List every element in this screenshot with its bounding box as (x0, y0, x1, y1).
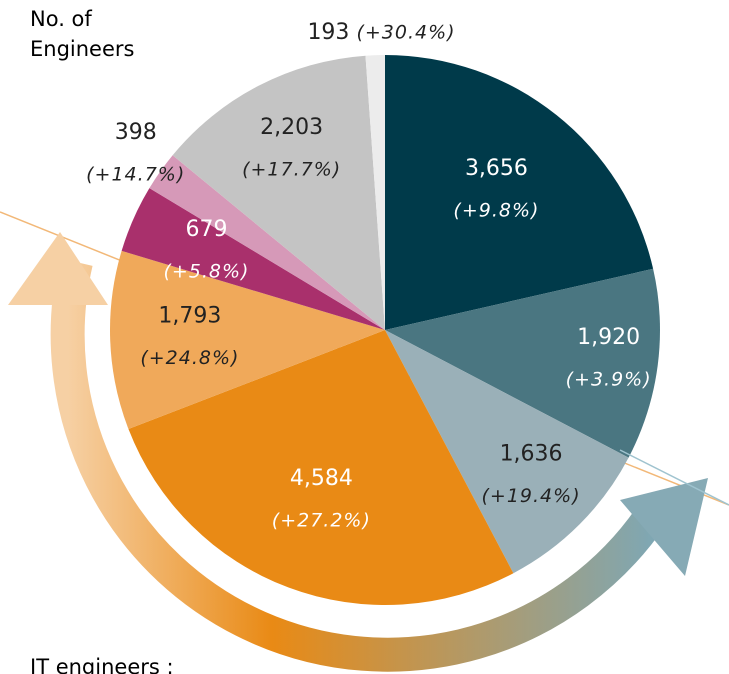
value-label: 1,920 (577, 325, 640, 350)
growth-label: (+19.4%) (482, 485, 581, 507)
arrow-head-left (8, 232, 108, 305)
growth-label: (+5.8%) (163, 260, 249, 282)
growth-label: (+17.7%) (242, 159, 341, 181)
pie-slice (128, 330, 514, 605)
value-label: 679 (185, 217, 227, 242)
pie-slice (121, 188, 386, 330)
pie-slice (385, 330, 629, 574)
pie-slice (109, 250, 385, 430)
chart-title: No. of Engineers (30, 7, 134, 61)
growth-label: (+9.8%) (453, 200, 539, 222)
value-label: 4,584 (290, 466, 353, 491)
growth-label: (+14.7%) (86, 163, 185, 185)
value-label: 1,793 (158, 303, 221, 328)
growth-label: (+30.4%) (356, 22, 455, 44)
value-label: 193 (307, 20, 349, 45)
arrow-head-right (620, 478, 708, 576)
value-label: 398 (115, 120, 157, 145)
pie-slice (365, 55, 385, 330)
growth-label: (+24.8%) (140, 347, 239, 369)
pie-slice (172, 55, 385, 331)
pie-slice (149, 155, 385, 330)
growth-label: (+27.2%) (272, 509, 371, 531)
pie-slice (385, 268, 660, 458)
divider-line (619, 449, 729, 506)
growth-label: (+3.9%) (566, 369, 652, 391)
pie-slice (385, 55, 654, 330)
footer-text: IT engineers : (30, 655, 174, 674)
value-label: 3,656 (465, 156, 528, 181)
cycle-arrow (50, 258, 667, 672)
pie (109, 55, 660, 605)
value-label: 1,636 (500, 442, 563, 467)
value-label: 2,203 (260, 115, 323, 140)
